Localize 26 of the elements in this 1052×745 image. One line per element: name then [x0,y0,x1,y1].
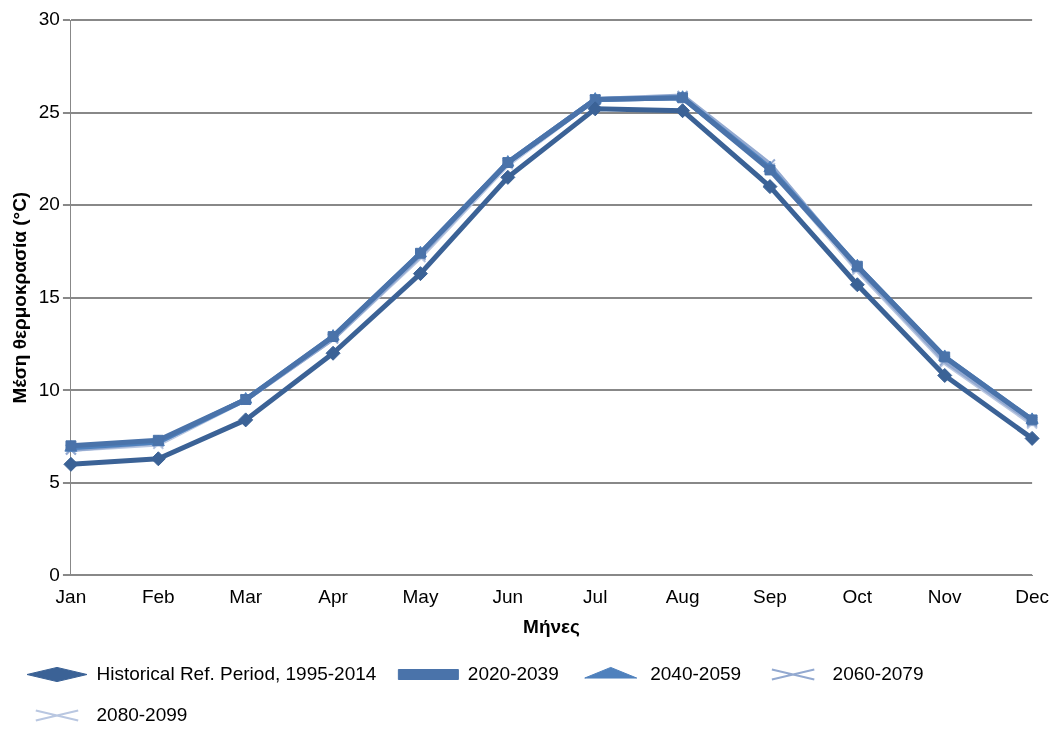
y-tick-label: 5 [49,471,60,493]
x-axis-title: Μήνες [523,615,581,637]
x-tick-label: Mar [229,586,263,608]
x-tick-label: Jun [492,586,524,608]
y-tick-label: 10 [38,378,60,400]
legend-label: 2060-2079 [832,662,924,684]
x-tick-label: Jan [55,586,87,608]
x-tick-label: Jul [583,586,608,608]
y-tick-label: 0 [49,563,60,585]
y-tick-label: 30 [38,8,60,30]
x-tick-label: Dec [1015,586,1049,608]
legend-label: 2080-2099 [96,703,188,725]
y-tick-label: 20 [38,193,60,215]
x-tick-label: Oct [842,586,873,608]
y-axis-title: Μέση θερμοκρασία (°C) [8,191,30,404]
x-tick-label: Sep [753,586,787,608]
x-tick-label: Nov [927,586,963,608]
y-tick-label: 25 [38,100,60,122]
x-tick-label: May [402,586,439,608]
legend-label: 2040-2059 [650,662,742,684]
x-tick-label: Apr [318,586,349,608]
legend-label: Historical Ref. Period, 1995-2014 [96,662,377,684]
x-tick-label: Aug [665,586,700,608]
y-tick-label: 15 [38,285,60,307]
legend-label: 2020-2039 [467,662,559,684]
x-tick-label: Feb [141,586,175,608]
